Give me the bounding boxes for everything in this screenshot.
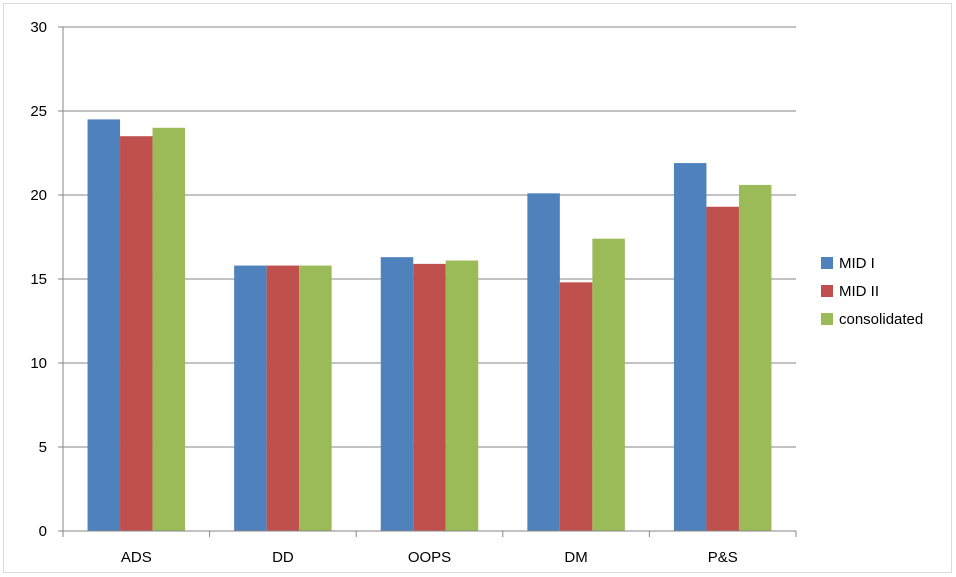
x-tick-label-dm: DM [564,549,587,566]
bar-ads-mid-i [87,119,121,532]
legend-swatch-mid-i [821,257,833,269]
legend-label-mid-i: MID I [839,255,875,272]
x-tick-label-dd: DD [272,549,294,566]
x-tick-label-oops: OOPS [408,549,451,566]
legend: MID I MID II consolidated [821,255,923,328]
y-tick-label: 5 [39,439,47,456]
y-tick-label: 0 [39,523,47,540]
bar-ads-consolidated [152,127,186,532]
legend-label-mid-ii: MID II [839,283,879,300]
x-tick-label-pands: P&S [708,549,738,566]
y-tick-label: 25 [30,103,47,120]
y-tick-label: 20 [30,187,47,204]
bars [87,119,772,532]
y-tick-label: 10 [30,355,47,372]
x-tick-label-ads: ADS [121,549,152,566]
bar-dd-mid-i [234,265,267,531]
gridlines [63,26,796,448]
bar-oops-mid-ii [413,263,446,531]
bar-pands-mid-i [673,163,707,531]
bar-dd-mid-ii [266,265,300,531]
bar-pands-consolidated [738,184,772,532]
bar-oops-consolidated [445,260,479,531]
y-tick-label: 15 [30,271,47,288]
bar-oops-mid-i [380,257,414,531]
legend-label-consolidated: consolidated [839,311,923,328]
axes [58,26,797,537]
x-tick-labels: ADS DD OOPS DM P&S [121,549,738,566]
bar-dm-mid-i [527,193,560,531]
legend-swatch-consolidated [821,313,833,325]
legend-swatch-mid-ii [821,285,833,297]
y-tick-labels: 0 5 10 15 20 25 30 [30,19,47,540]
bar-dm-consolidated [592,238,625,531]
bar-dd-consolidated [299,265,332,531]
bar-ads-mid-ii [120,136,153,531]
bar-dm-mid-ii [559,282,593,531]
bar-pands-mid-ii [706,206,739,531]
y-tick-label: 30 [30,19,47,36]
